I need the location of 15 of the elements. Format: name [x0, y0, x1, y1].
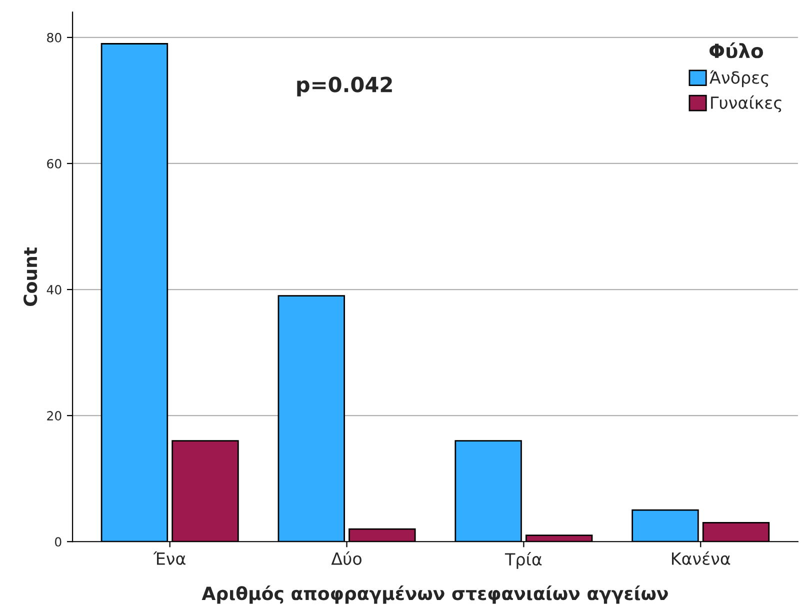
x-tick-label: Ένα	[153, 551, 186, 565]
y-tick-label: 0	[54, 537, 62, 547]
y-axis-title: Count	[24, 247, 38, 306]
y-tick-label: 40	[46, 285, 62, 294]
legend-label: Γυναίκες	[711, 95, 782, 112]
annotation: p=0.042	[297, 76, 392, 96]
y-tick-label: 20	[47, 411, 62, 421]
legend-title: Φύλο	[710, 42, 764, 58]
x-tick-label: Δύο	[331, 551, 362, 565]
y-tick-label: 60	[47, 158, 62, 168]
y-tick-label: 80	[47, 32, 62, 42]
x-tick-label: Τρία	[504, 552, 542, 569]
legend-label: Άνδρες	[710, 70, 768, 88]
x-axis-title: Αριθμός αποφραγμένων στεφανιαίων αγγείων	[202, 586, 668, 604]
x-tick-label: Κανένα	[672, 551, 730, 565]
